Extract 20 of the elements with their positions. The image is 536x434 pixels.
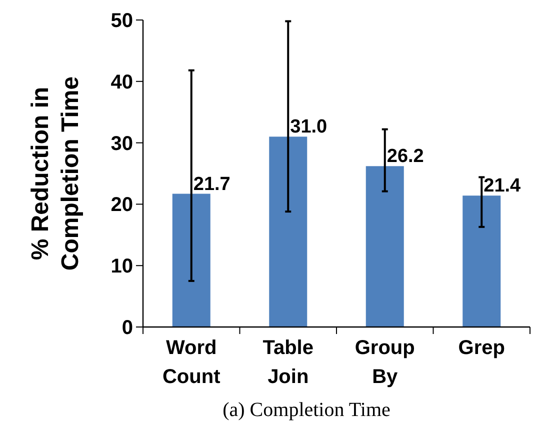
x-tick-label: Table Join [262, 337, 314, 388]
x-tick-label: Group By [354, 337, 415, 388]
bar [172, 194, 210, 327]
x-tick-label: Word Count [162, 337, 221, 388]
y-tick-label: 0 [122, 317, 133, 339]
y-tick-label: 40 [110, 71, 133, 94]
x-tick-label: Grep [458, 337, 505, 359]
bar [366, 166, 404, 327]
y-tick-label: 10 [110, 256, 133, 278]
y-tick-label: 30 [110, 132, 133, 155]
text: (a) Completion Time [222, 399, 391, 421]
y-tick-label: 50 [110, 10, 133, 32]
bar [462, 196, 501, 327]
data-label: 31.0 [290, 116, 328, 138]
bar [269, 136, 308, 327]
data-label: 21.4 [484, 176, 522, 197]
y-axis-title: % Reduction in Completion Time [27, 76, 84, 271]
data-label: 26.2 [386, 146, 424, 168]
y-tick-label: 20 [110, 194, 133, 216]
data-label: 21.7 [193, 174, 230, 195]
